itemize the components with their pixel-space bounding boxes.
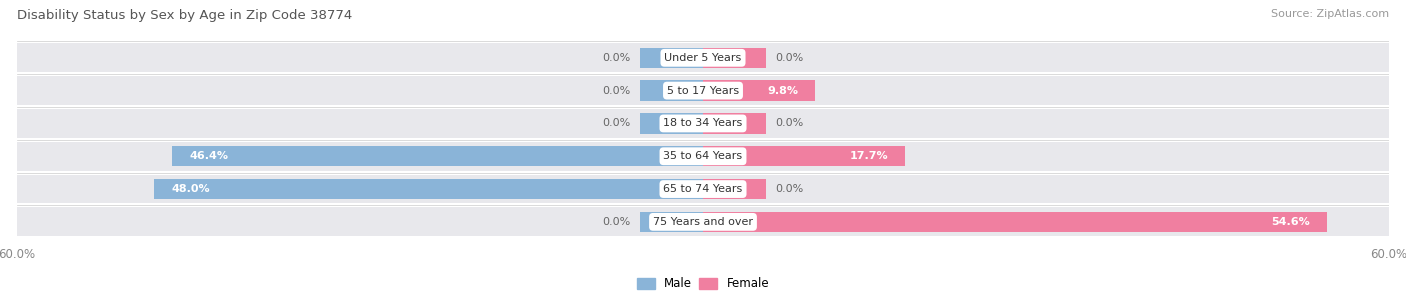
Bar: [155, 179, 703, 199]
Text: Disability Status by Sex by Age in Zip Code 38774: Disability Status by Sex by Age in Zip C…: [17, 9, 352, 22]
Bar: [703, 48, 766, 68]
Text: 48.0%: 48.0%: [172, 184, 209, 194]
Bar: [703, 146, 905, 166]
Bar: [703, 174, 1389, 203]
Text: 75 Years and over: 75 Years and over: [652, 217, 754, 227]
Text: 18 to 34 Years: 18 to 34 Years: [664, 119, 742, 128]
Bar: [640, 81, 703, 101]
Text: Source: ZipAtlas.com: Source: ZipAtlas.com: [1271, 9, 1389, 19]
Bar: [703, 179, 766, 199]
Text: 0.0%: 0.0%: [775, 184, 803, 194]
Bar: [17, 76, 703, 105]
Text: 0.0%: 0.0%: [603, 119, 631, 128]
Text: 65 to 74 Years: 65 to 74 Years: [664, 184, 742, 194]
Bar: [703, 142, 1389, 171]
Bar: [640, 113, 703, 133]
Bar: [640, 212, 703, 232]
Text: 0.0%: 0.0%: [603, 217, 631, 227]
Text: 17.7%: 17.7%: [849, 151, 889, 161]
Bar: [173, 146, 703, 166]
Bar: [703, 212, 1327, 232]
Bar: [17, 109, 703, 138]
Bar: [17, 43, 703, 72]
Text: 0.0%: 0.0%: [775, 53, 803, 63]
Bar: [17, 174, 703, 203]
Bar: [17, 142, 703, 171]
Bar: [703, 113, 766, 133]
Bar: [703, 76, 1389, 105]
Text: 0.0%: 0.0%: [603, 53, 631, 63]
Bar: [703, 81, 815, 101]
Text: 9.8%: 9.8%: [766, 86, 799, 96]
Text: Under 5 Years: Under 5 Years: [665, 53, 741, 63]
Legend: Male, Female: Male, Female: [633, 273, 773, 295]
Bar: [640, 48, 703, 68]
Text: 5 to 17 Years: 5 to 17 Years: [666, 86, 740, 96]
Bar: [703, 43, 1389, 72]
Text: 46.4%: 46.4%: [190, 151, 229, 161]
Text: 54.6%: 54.6%: [1271, 217, 1310, 227]
Text: 35 to 64 Years: 35 to 64 Years: [664, 151, 742, 161]
Bar: [703, 109, 1389, 138]
Bar: [17, 207, 703, 236]
Text: 0.0%: 0.0%: [603, 86, 631, 96]
Bar: [703, 207, 1389, 236]
Text: 0.0%: 0.0%: [775, 119, 803, 128]
